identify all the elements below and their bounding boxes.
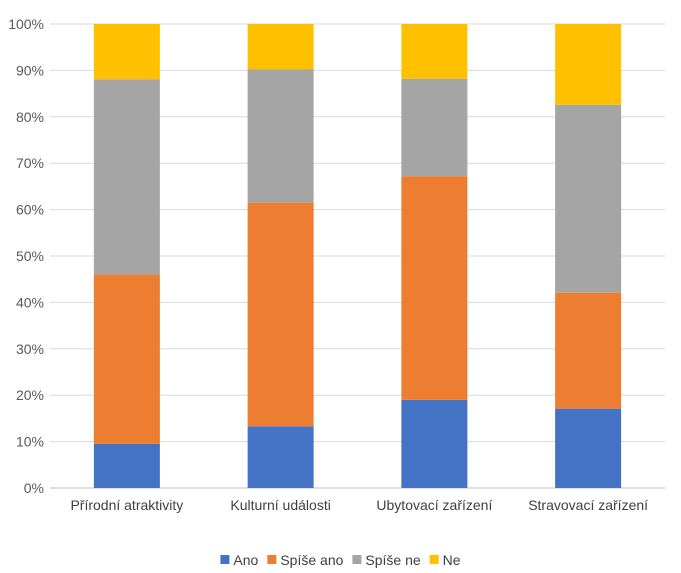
y-tick-label: 40%	[16, 294, 44, 310]
legend-swatch	[429, 555, 439, 564]
bar-segment	[555, 292, 622, 409]
bar-segment	[401, 399, 468, 488]
bars	[93, 24, 622, 488]
y-tick-label: 50%	[16, 248, 44, 264]
x-tick-label: Kulturní události	[230, 497, 330, 513]
bar-segment	[93, 79, 160, 275]
y-tick-label: 70%	[16, 155, 44, 171]
bar-segment	[555, 104, 622, 293]
x-tick-label: Stravovací zařízení	[528, 497, 648, 513]
bar-segment	[247, 426, 314, 488]
y-tick-label: 30%	[16, 341, 44, 357]
y-axis-ticks: 0% 10% 20% 30% 40% 50% 60% 70% 80% 90% 100%	[8, 16, 44, 496]
x-axis-labels: Přírodní atraktivity Kulturní události Uby…	[70, 497, 648, 513]
legend-label: Spíše ne	[365, 552, 420, 568]
bar-segment	[401, 24, 468, 79]
y-tick-label: 10%	[16, 434, 44, 450]
bar-segment	[93, 24, 160, 80]
bar-segment	[247, 202, 314, 427]
x-tick-label: Ubytovací zařízení	[376, 497, 492, 513]
y-tick-label: 60%	[16, 202, 44, 218]
legend-swatch	[267, 555, 277, 564]
y-tick-label: 80%	[16, 109, 44, 125]
y-tick-label: 90%	[16, 62, 44, 78]
y-tick-label: 0%	[24, 480, 44, 496]
bar-segment	[401, 176, 468, 400]
bar-segment	[401, 78, 468, 177]
bar-segment	[93, 274, 160, 444]
x-tick-label: Přírodní atraktivity	[70, 497, 183, 513]
legend-label: Ne	[443, 552, 461, 568]
legend-label: Ano	[233, 552, 258, 568]
bar-segment	[555, 24, 622, 105]
legend: Ano Spíše ano Spíše ne Ne	[220, 552, 461, 568]
bar-segment	[93, 443, 160, 488]
legend-swatch	[352, 555, 362, 564]
y-tick-label: 100%	[8, 16, 44, 32]
bar-segment	[247, 24, 314, 70]
bar-segment	[555, 408, 622, 488]
legend-label: Spíše ano	[280, 552, 343, 568]
bar-segment	[247, 69, 314, 203]
y-tick-label: 20%	[16, 387, 44, 403]
legend-swatch	[220, 555, 230, 564]
